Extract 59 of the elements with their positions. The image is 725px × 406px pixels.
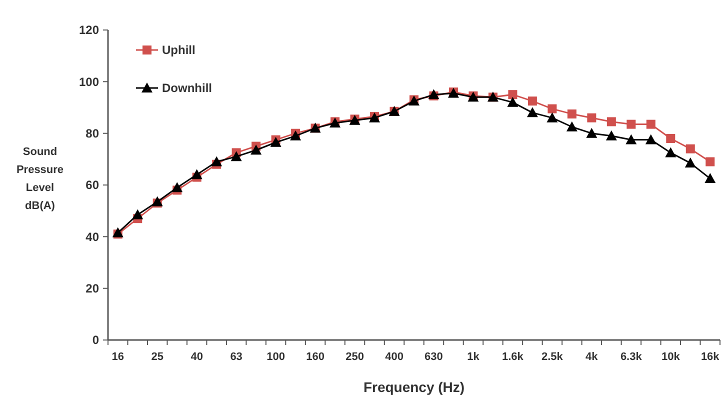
point bbox=[152, 196, 163, 206]
point bbox=[645, 134, 656, 144]
point bbox=[507, 96, 518, 107]
point bbox=[191, 169, 202, 180]
point bbox=[706, 157, 715, 166]
x-tick-label: 2.5k bbox=[541, 351, 564, 363]
point bbox=[546, 112, 558, 122]
y-axis-title: Sound Pressure Level dB(A) bbox=[16, 146, 64, 212]
x-tick-label: 630 bbox=[424, 351, 443, 363]
point bbox=[665, 147, 676, 158]
point bbox=[646, 120, 656, 129]
point bbox=[526, 107, 538, 118]
x-tick-label: 40 bbox=[190, 351, 203, 363]
point bbox=[626, 134, 637, 144]
legend-label: Uphill bbox=[162, 43, 196, 58]
point bbox=[211, 156, 222, 166]
point bbox=[270, 136, 282, 147]
x-tick-label: 25 bbox=[151, 351, 164, 363]
x-tick-label: 1.6k bbox=[502, 351, 524, 363]
point bbox=[684, 158, 696, 168]
x-tick-label: 4k bbox=[586, 351, 599, 363]
point bbox=[626, 120, 636, 129]
point bbox=[230, 151, 242, 162]
x-tick-label: 160 bbox=[306, 351, 324, 363]
y-tick-label: 20 bbox=[86, 282, 100, 296]
y-tick-label: 40 bbox=[86, 230, 100, 244]
y-tick-label: 80 bbox=[86, 126, 100, 141]
point bbox=[686, 144, 695, 154]
x-tick-label: 250 bbox=[346, 351, 364, 363]
point bbox=[132, 209, 144, 220]
x-axis-title: Frequency (Hz) bbox=[363, 379, 465, 395]
x-tick-label: 63 bbox=[230, 351, 242, 363]
point bbox=[250, 144, 262, 155]
x-tick-label: 16k bbox=[700, 351, 720, 363]
y-tick-label: 60 bbox=[86, 178, 100, 192]
point bbox=[508, 90, 518, 100]
x-tick-label: 400 bbox=[385, 351, 404, 363]
x-tick-label: 10k bbox=[661, 351, 681, 363]
point bbox=[567, 109, 576, 118]
point bbox=[704, 173, 716, 184]
point bbox=[528, 96, 537, 106]
x-tick-label: 100 bbox=[266, 351, 285, 363]
legend-label: Downhill bbox=[162, 81, 212, 96]
x-tick-label: 16 bbox=[112, 351, 124, 363]
point bbox=[290, 130, 302, 140]
x-tick-label: 1k bbox=[467, 351, 480, 363]
y-tick-label: 120 bbox=[78, 23, 100, 38]
y-tick-label: 0 bbox=[92, 333, 100, 348]
point bbox=[566, 121, 578, 132]
point bbox=[172, 182, 183, 192]
point bbox=[112, 227, 124, 238]
x-tick-label: 6.3k bbox=[620, 351, 643, 363]
point bbox=[606, 130, 617, 140]
point bbox=[548, 104, 557, 114]
point bbox=[586, 128, 598, 138]
point bbox=[666, 134, 676, 143]
point bbox=[587, 113, 596, 122]
y-tick-label: 100 bbox=[78, 74, 100, 89]
point bbox=[606, 117, 616, 126]
